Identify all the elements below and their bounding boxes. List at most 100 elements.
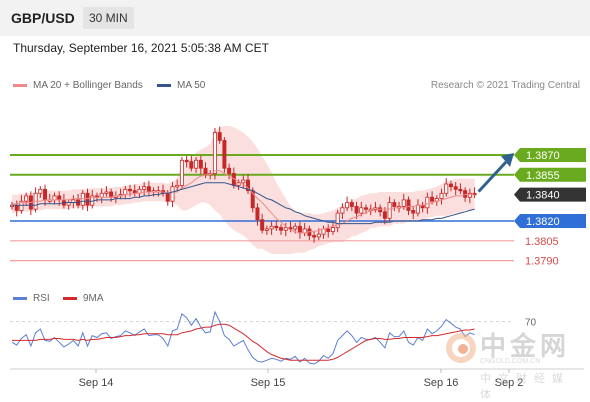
legend-ma20-label: MA 20 + Bollinger Bands (33, 80, 143, 91)
candle-body (217, 132, 222, 141)
candle-body (255, 207, 260, 221)
candle-body (184, 159, 189, 163)
legend-rsi: RSI (13, 293, 50, 304)
candle-body (274, 225, 279, 229)
legend-rsi-label: RSI (33, 293, 50, 304)
candle-body (189, 161, 194, 169)
candle-body (212, 132, 217, 174)
candle-body (170, 186, 175, 202)
candle-body (430, 196, 435, 202)
x-tick-label: Sep 14 (79, 377, 114, 389)
legend-rsi-ma: 9MA (63, 293, 104, 304)
instrument-title: GBP/USD (11, 10, 75, 26)
candle-body (198, 159, 203, 169)
price-label-box (514, 148, 586, 162)
candle-body (316, 233, 321, 238)
ma50-swatch (157, 84, 171, 87)
candle-body (392, 202, 397, 207)
candle-body (354, 206, 359, 214)
legend-ma50-label: MA 50 (177, 80, 206, 91)
coin-logo-icon (446, 333, 476, 363)
candle-body (387, 202, 392, 219)
price-label-text: 1.3855 (526, 170, 560, 182)
candle-body (38, 188, 43, 194)
candle-body (330, 227, 335, 232)
candle-body (363, 207, 368, 210)
candle-body (425, 196, 430, 209)
watermark-sub: 中文财经媒体 (480, 373, 570, 401)
legend-ma50: MA 50 (157, 80, 205, 91)
candle-body (340, 207, 345, 214)
price-label-text: 1.3790 (525, 256, 559, 268)
candle-body (401, 199, 406, 207)
x-tick-label: Sep 15 (251, 377, 286, 389)
candle-body (359, 207, 364, 214)
price-label-text: 1.3805 (525, 236, 559, 248)
candle-body (373, 207, 378, 210)
candle-body (99, 192, 104, 198)
candle-body (165, 192, 170, 202)
ma20-swatch (13, 84, 27, 87)
price-label-text: 1.3840 (526, 190, 560, 202)
rsi-line (11, 310, 475, 365)
ma20-line (12, 170, 475, 234)
candle-body (57, 195, 62, 201)
ma50-line (12, 182, 475, 225)
candle-body (293, 225, 298, 230)
candle-body (444, 183, 449, 194)
candle-body (227, 167, 232, 174)
legend-ma20: MA 20 + Bollinger Bands (13, 80, 143, 91)
price-label-box (514, 214, 586, 228)
candle-body (458, 188, 463, 192)
candle-body (335, 212, 340, 229)
candle-body (463, 190, 468, 198)
candle-body (127, 188, 132, 192)
timeframe-badge[interactable]: 30 MIN (83, 7, 134, 29)
candle-body (406, 199, 411, 211)
candle-body (52, 195, 57, 201)
x-tick-label: Sep 2 (495, 377, 524, 389)
rsi-level-label: 70 (525, 317, 537, 328)
candle-body (85, 192, 90, 206)
candle-body (19, 200, 24, 211)
candle-body (175, 184, 180, 188)
candle-body (241, 179, 246, 184)
candle-body (104, 191, 109, 194)
price-label-text: 1.3820 (526, 216, 560, 228)
price-label-box (514, 187, 586, 202)
candle-body (264, 228, 269, 231)
candle-body (146, 186, 151, 193)
candle-body (14, 204, 19, 211)
candle-body (411, 210, 416, 214)
candle-body (24, 195, 29, 202)
candle-body (326, 228, 331, 232)
watermark: 中金网 CNGOLD.COM.CN 中文财经媒体 (444, 326, 584, 401)
candle-body (245, 179, 250, 192)
rsi-swatch (13, 297, 27, 300)
candle-body (260, 219, 265, 231)
candle-body (415, 204, 420, 214)
forecast-arrow-head (501, 153, 514, 167)
candle-body (312, 235, 317, 238)
timestamp: Thursday, September 16, 2021 5:05:38 AM … (13, 41, 269, 55)
x-tick-label: Sep 16 (424, 377, 459, 389)
candle-body (453, 186, 458, 190)
candle-body (236, 182, 241, 186)
candle-body (43, 188, 48, 201)
candle-body (179, 159, 184, 186)
legend-rsi-ma-label: 9MA (83, 293, 104, 304)
candle-body (142, 186, 147, 190)
price-label-text: 1.3870 (526, 150, 560, 162)
watermark-name: 中金网 (480, 331, 571, 361)
candle-body (467, 192, 472, 198)
candle-body (123, 188, 128, 196)
candle-body (349, 202, 354, 207)
candle-body (194, 159, 199, 169)
candle-body (222, 140, 227, 169)
forecast-arrow-shaft (477, 160, 508, 193)
candle-body (279, 227, 284, 231)
candle-body (297, 225, 302, 234)
candle-body (439, 192, 444, 199)
rsi-ma-swatch (63, 297, 77, 300)
